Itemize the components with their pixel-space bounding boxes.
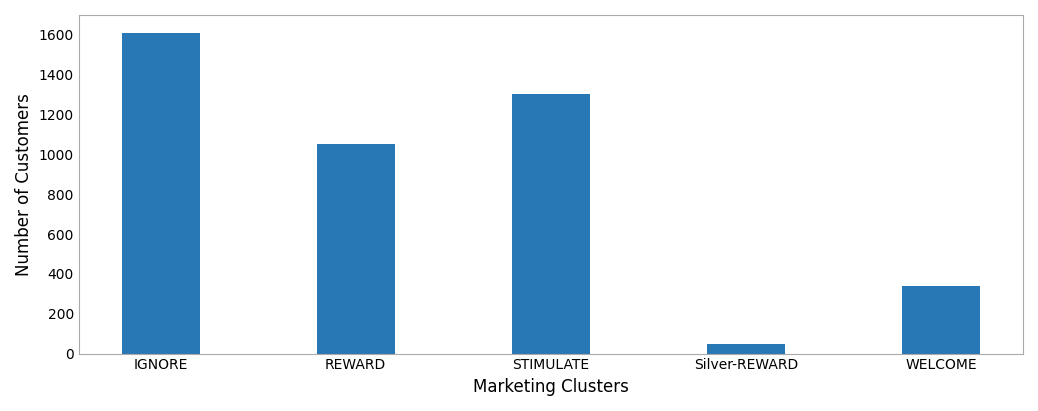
Bar — [317, 144, 394, 353]
Bar — [902, 286, 980, 353]
Bar — [512, 94, 590, 353]
Bar — [121, 33, 199, 353]
Bar — [707, 344, 785, 353]
X-axis label: Marketing Clusters: Marketing Clusters — [473, 378, 629, 396]
Y-axis label: Number of Customers: Number of Customers — [15, 93, 33, 276]
